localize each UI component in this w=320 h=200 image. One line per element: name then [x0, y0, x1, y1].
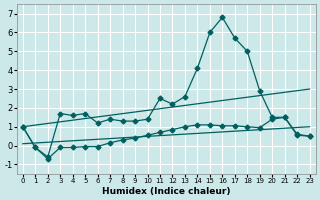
X-axis label: Humidex (Indice chaleur): Humidex (Indice chaleur) — [102, 187, 230, 196]
